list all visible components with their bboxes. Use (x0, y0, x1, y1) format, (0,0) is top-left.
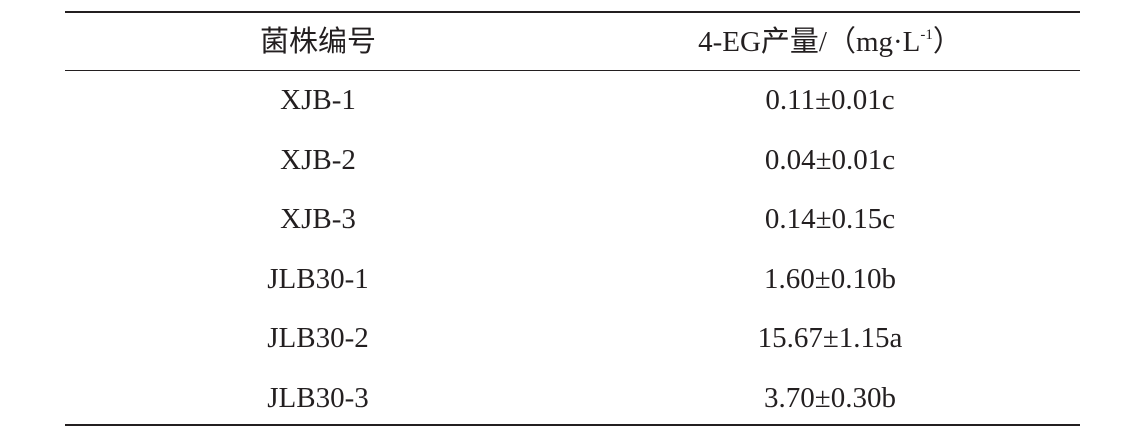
yield-cell: 0.14±0.15c (764, 203, 896, 236)
yield-cell: 15.67±1.15a (757, 322, 903, 355)
yield-cell: 0.04±0.01c (764, 143, 896, 176)
header-cell: 菌株编号 (68, 24, 568, 60)
header-text: 菌株编号 (259, 26, 376, 58)
header-text: 4-EG产量/（mg·L (698, 26, 921, 58)
header-cell: 4-EG产量/（mg·L-1） (580, 24, 1080, 60)
yield-cell: 3.70±0.30b (764, 382, 896, 414)
yield-cell: 1.60±0.10b (764, 262, 896, 295)
strain-cell: XJB-1 (280, 84, 356, 116)
strain-cell: JLB30-1 (267, 262, 369, 295)
header-superscript: -1 (920, 27, 933, 43)
bottom-rule (65, 424, 1080, 426)
strain-cell: JLB30-2 (267, 322, 369, 355)
header-rule (65, 70, 1080, 71)
header-tail: ） (932, 26, 962, 58)
strain-cell: XJB-2 (280, 143, 356, 176)
strain-cell: XJB-3 (280, 203, 356, 236)
strain-cell: JLB30-3 (267, 382, 369, 414)
yield-cell: 0.11±0.01c (765, 84, 895, 116)
top-rule (65, 11, 1080, 13)
